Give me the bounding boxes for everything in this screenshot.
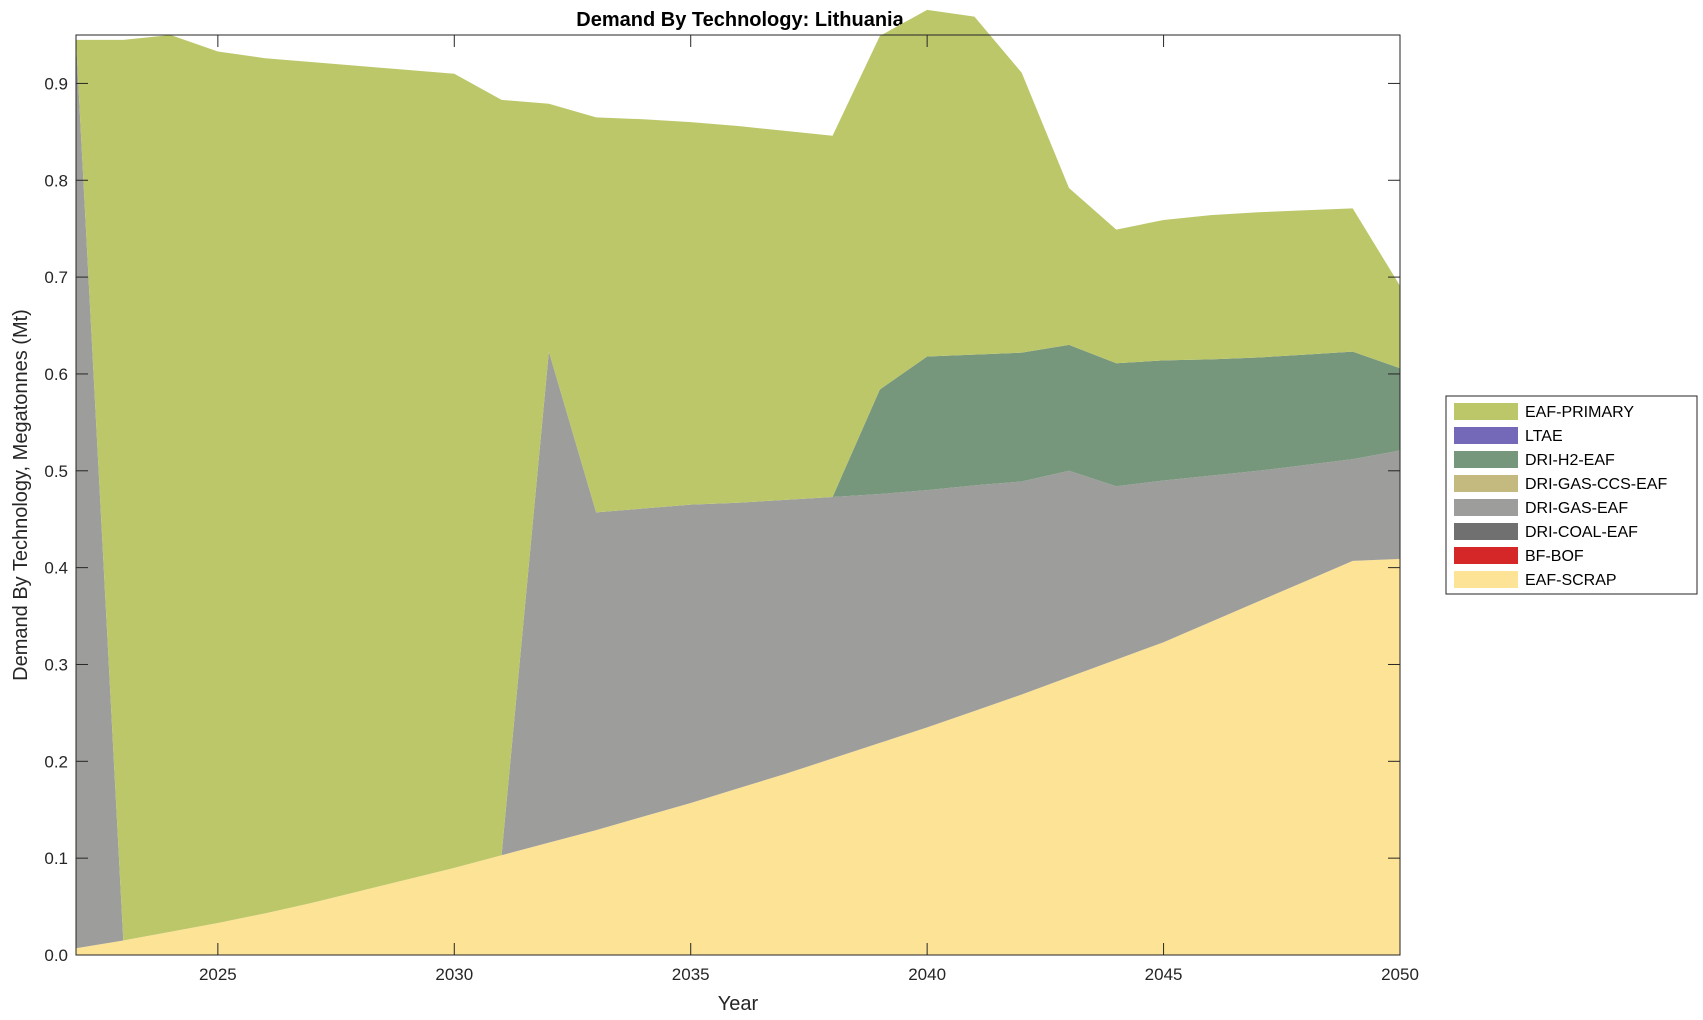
x-tick-label: 2045 <box>1145 965 1183 984</box>
legend: EAF-PRIMARY LTAE DRI-H2-EAF DRI-GAS-CCS-EAF… <box>1445 395 1698 595</box>
y-tick-label: 0.4 <box>44 559 68 578</box>
y-tick-label: 0.5 <box>44 462 68 481</box>
y-tick-label: 0.6 <box>44 365 68 384</box>
x-tick-label: 2035 <box>672 965 710 984</box>
y-tick-label: 0.3 <box>44 655 68 674</box>
chart-title: Demand By Technology: Lithuania <box>576 9 904 31</box>
legend-label-ltae: LTAE <box>1525 428 1563 445</box>
y-tick-label: 0.8 <box>44 171 68 190</box>
x-axis-label: Year <box>718 993 759 1015</box>
x-tick-label: 2040 <box>908 965 946 984</box>
y-tick-label: 0.0 <box>44 946 68 965</box>
area-eaf-primary <box>76 9 1400 941</box>
x-tick-label: 2025 <box>199 965 237 984</box>
y-tick-label: 0.9 <box>44 74 68 93</box>
legend-swatch-dri-h2-eaf <box>1454 451 1518 468</box>
legend-label-bf-bof: BF-BOF <box>1525 548 1584 565</box>
legend-label-dri-h2-eaf: DRI-H2-EAF <box>1525 452 1615 469</box>
y-tick-label: 0.1 <box>44 849 68 868</box>
legend-label-eaf-scrap: EAF-SCRAP <box>1525 572 1617 589</box>
x-tick-label: 2050 <box>1381 965 1419 984</box>
legend-label-dri-gas-eaf: DRI-GAS-EAF <box>1525 500 1628 517</box>
y-axis: 0.0 0.1 0.2 0.3 0.4 0.5 0.6 0.7 0.8 0.9 <box>44 74 1400 965</box>
plot-frame <box>75 34 1401 956</box>
legend-swatch-bf-bof <box>1454 547 1518 564</box>
legend-swatch-dri-coal-eaf <box>1454 523 1518 540</box>
legend-swatch-dri-gas-ccs-eaf <box>1454 475 1518 492</box>
x-tick-label: 2030 <box>435 965 473 984</box>
legend-label-dri-coal-eaf: DRI-COAL-EAF <box>1525 524 1638 541</box>
legend-label-dri-gas-ccs-eaf: DRI-GAS-CCS-EAF <box>1525 476 1667 493</box>
legend-label-eaf-primary: EAF-PRIMARY <box>1525 404 1634 421</box>
legend-swatch-eaf-primary <box>1454 403 1518 420</box>
y-axis-label: Demand By Technology, Megatonnes (Mt) <box>10 309 32 681</box>
legend-swatch-dri-gas-eaf <box>1454 499 1518 516</box>
x-axis: 2025 2030 2035 2040 2045 2050 <box>199 35 1419 984</box>
legend-swatch-ltae <box>1454 427 1518 444</box>
legend-swatch-eaf-scrap <box>1454 571 1518 588</box>
y-tick-label: 0.2 <box>44 752 68 771</box>
area-dri-gas-eaf <box>76 39 1400 949</box>
area-eaf-scrap <box>76 558 1400 955</box>
area-layers <box>76 9 1400 955</box>
y-tick-label: 0.7 <box>44 268 68 287</box>
